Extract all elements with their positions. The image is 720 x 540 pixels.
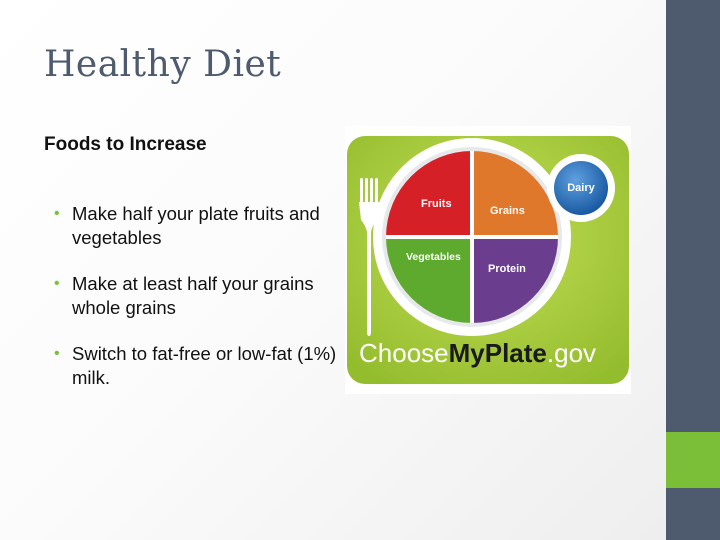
plate-section-vegetables <box>386 237 472 323</box>
slide-title: Healthy Diet <box>44 44 282 85</box>
bullet-dot-icon: • <box>54 275 60 292</box>
bullet-item: • Make at least half your grains whole g… <box>54 272 344 320</box>
label-dairy: Dairy <box>567 182 595 194</box>
dairy-circle <box>554 161 608 215</box>
plate-section-fruits <box>386 151 472 237</box>
sidebar-accent-block <box>666 432 720 488</box>
bullet-dot-icon: • <box>54 345 60 362</box>
myplate-image: Fruits Grains Vegetables Protein Dairy C… <box>345 126 631 394</box>
slide-subtitle: Foods to Increase <box>44 134 207 155</box>
fork-icon <box>359 178 379 336</box>
bullet-item: • Make half your plate fruits and vegeta… <box>54 202 344 250</box>
label-vegetables: Vegetables <box>406 251 461 263</box>
bullet-text: Switch to fat-free or low-fat (1%) milk. <box>72 343 337 388</box>
label-grains: Grains <box>490 205 525 217</box>
plate-section-protein <box>472 237 558 323</box>
bullet-dot-icon: • <box>54 205 60 222</box>
label-fruits: Fruits <box>421 198 452 210</box>
bullet-list: • Make half your plate fruits and vegeta… <box>54 202 344 412</box>
logo-choose: Choose <box>359 338 449 368</box>
plate-section-grains <box>472 151 558 237</box>
bullet-item: • Switch to fat-free or low-fat (1%) mil… <box>54 342 344 390</box>
label-protein: Protein <box>488 263 526 275</box>
logo-gov: .gov <box>547 338 596 368</box>
bullet-text: Make half your plate fruits and vegetabl… <box>72 203 320 248</box>
choosemyplate-logo: ChooseMyPlate.gov <box>359 338 596 368</box>
logo-myplate: MyPlate <box>449 338 547 368</box>
bullet-text: Make at least half your grains whole gra… <box>72 273 314 318</box>
